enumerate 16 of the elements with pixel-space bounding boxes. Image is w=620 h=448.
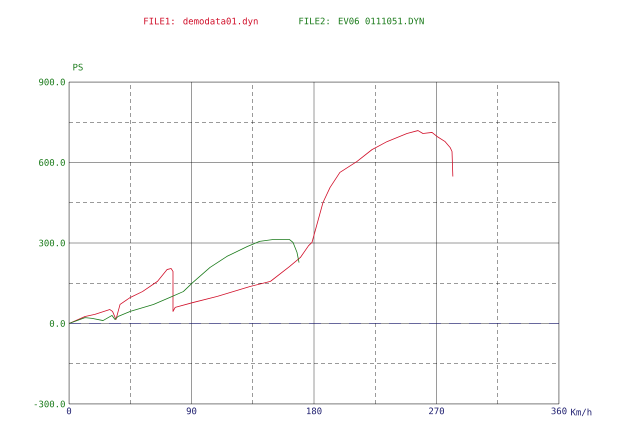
line-series: [69, 130, 454, 324]
y-tick-label: 300.0: [39, 240, 65, 246]
x-tick-label: 360: [552, 408, 567, 414]
x-tick-label: 0: [66, 408, 72, 414]
y-tick-label: 900.0: [39, 78, 65, 86]
x-axis-title: Km/h: [571, 408, 592, 416]
y-tick-label: 0.0: [50, 320, 65, 327]
y-axis-title: PS: [73, 64, 83, 70]
text: FILE1: demodata01.dyn: [144, 18, 258, 26]
y-tick-label: -300.0: [34, 400, 65, 408]
y-tick-label: 600.0: [39, 159, 65, 166]
line-series: [69, 239, 300, 324]
x-tick-label: 90: [186, 408, 196, 414]
x-tick-label: 270: [429, 408, 444, 414]
x-tick-label: 180: [306, 408, 322, 414]
text: FILE2: EV06 0111051.DYN: [299, 18, 424, 24]
